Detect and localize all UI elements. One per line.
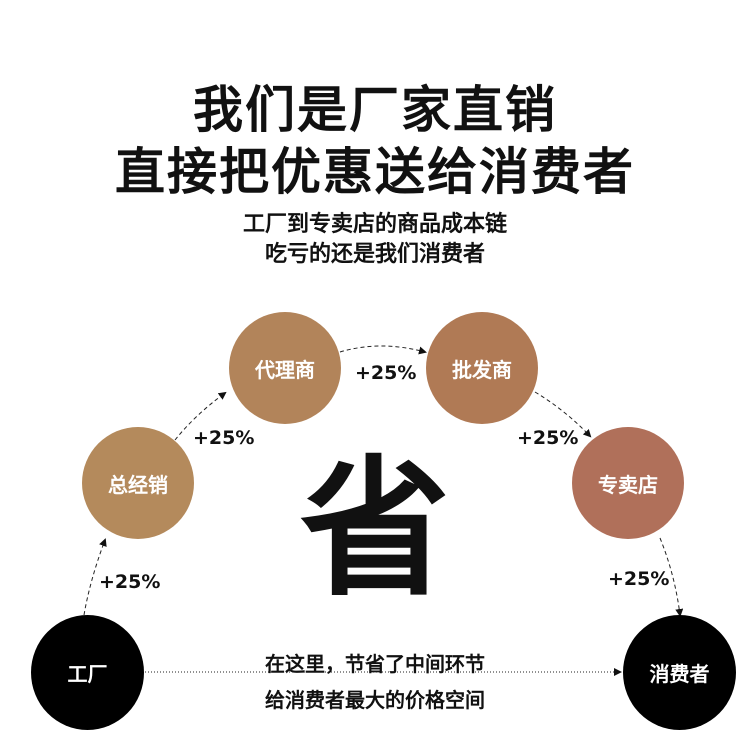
headline-line-1: 我们是厂家直销 xyxy=(193,81,557,139)
arrow-wholesaler-store xyxy=(534,391,592,438)
markup-label: +25% xyxy=(608,568,670,590)
node-distributor: 总经销 xyxy=(82,427,194,539)
node-wholesaler: 批发商 xyxy=(426,312,538,424)
arrow-store-consumer xyxy=(659,537,684,617)
node-agent: 代理商 xyxy=(229,312,341,424)
subhead-line-2: 吃亏的还是我们消费者 xyxy=(264,242,485,267)
node-store: 专卖店 xyxy=(572,427,684,539)
markup-label: +25% xyxy=(517,427,579,449)
headline-line-2: 直接把优惠送给消费者 xyxy=(115,143,635,201)
markup-label: +25% xyxy=(355,362,417,384)
subhead-line-1: 工厂到专卖店的商品成本链 xyxy=(242,212,507,237)
markup-label: +25% xyxy=(99,571,161,593)
markup-label: +25% xyxy=(193,427,255,449)
arrow-factory-distributor xyxy=(83,538,107,616)
node-consumer: 消费者 xyxy=(623,615,736,730)
node-factory: 工厂 xyxy=(31,615,144,730)
save-character: 省 xyxy=(300,443,451,617)
direct-text-line-2: 给消费者最大的价格空间 xyxy=(265,688,485,712)
direct-text-line-1: 在这里，节省了中间环节 xyxy=(265,652,485,676)
arrow-agent-wholesaler xyxy=(339,345,427,355)
